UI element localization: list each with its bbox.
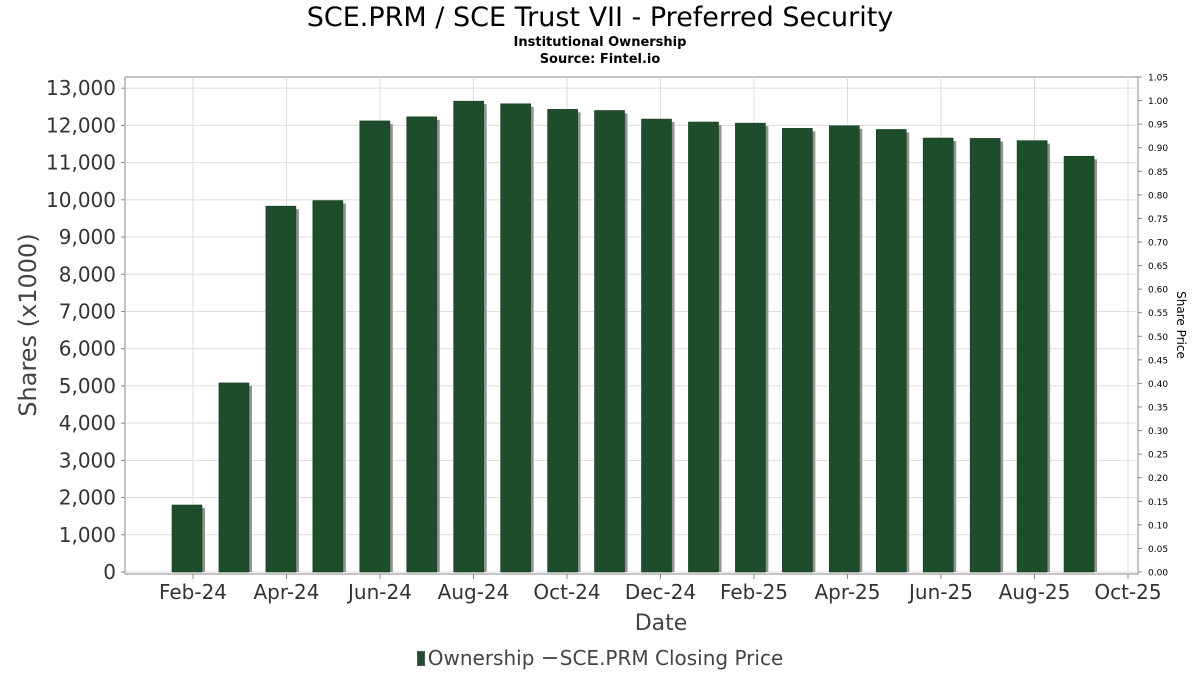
y2-tick-label: 0.25	[1148, 451, 1168, 461]
bar-ownership	[1016, 140, 1048, 573]
y2-tick-label: 0.65	[1148, 262, 1168, 272]
bar-ownership	[782, 128, 813, 573]
x-tick-label: Feb-24	[159, 580, 227, 604]
y2-tick-label: 0.50	[1148, 333, 1168, 343]
bar-ownership	[547, 109, 578, 573]
x-tick-label: Jun-24	[346, 580, 412, 604]
y2-tick-label: 0.70	[1148, 239, 1168, 249]
bar-ownership	[641, 118, 672, 573]
x-tick-label: Feb-25	[720, 580, 788, 604]
y-tick-label: 7,000	[59, 299, 116, 323]
x-tick-label: Apr-24	[254, 580, 320, 604]
chart-source: Source: Fintel.io	[539, 52, 661, 67]
y2-tick-label: 0.05	[1148, 545, 1168, 555]
bar-ownership	[265, 205, 297, 573]
y-tick-label: 8,000	[59, 262, 116, 286]
legend-swatch-ownership	[416, 651, 425, 666]
y2-tick-label: 0.10	[1148, 521, 1168, 531]
x-axis-label: Date	[635, 611, 688, 636]
bar-ownership	[828, 125, 860, 573]
legend-item-ownership: Ownership	[416, 646, 535, 670]
bar-ownership	[688, 121, 719, 573]
bar-ownership	[594, 110, 625, 573]
y2-tick-label: 0.60	[1148, 286, 1168, 296]
y-axis-label: Shares (x1000)	[14, 233, 42, 416]
bar-ownership	[969, 138, 1001, 573]
x-tick-label: Oct-25	[1094, 580, 1161, 604]
y-tick-label: 3,000	[59, 448, 116, 472]
bar-ownership	[171, 504, 203, 573]
bar-ownership	[359, 120, 391, 573]
legend: Ownership SCE.PRM Closing Price	[0, 646, 1200, 670]
y-tick-label: 10,000	[46, 188, 116, 212]
y2-tick-label: 0.80	[1148, 191, 1168, 201]
x-tick-label: Dec-24	[625, 580, 696, 604]
y2-tick-label: 0.20	[1148, 474, 1168, 484]
y-tick-label: 13,000	[46, 76, 116, 100]
legend-swatch-closing-price	[542, 657, 557, 659]
x-tick-label: Aug-24	[438, 580, 510, 604]
y2-tick-label: 0.45	[1148, 356, 1168, 366]
y-tick-label: 11,000	[46, 151, 116, 175]
x-tick-label: Oct-24	[533, 580, 600, 604]
bar-ownership	[875, 129, 907, 573]
chart-title: SCE.PRM / SCE Trust VII - Preferred Secu…	[306, 2, 894, 33]
legend-label-closing-price: SCE.PRM Closing Price	[559, 646, 784, 670]
y2-tick-label: 0.85	[1148, 168, 1168, 178]
bar-ownership	[312, 200, 344, 573]
y2-tick-label: 1.05	[1148, 74, 1168, 84]
y2-tick-label: 0.00	[1148, 569, 1168, 579]
chart-plot: 0 1,000 2,000 3,000 4,000 5,000 6,000 7,000 8,00…	[14, 74, 1188, 637]
y-tick-label: 9,000	[59, 225, 116, 249]
y-tick-label: 6,000	[59, 337, 116, 361]
y-tick-label: 1,000	[59, 523, 116, 547]
y2-tick-label: 0.55	[1148, 309, 1168, 319]
y2-tick-label: 0.90	[1148, 144, 1168, 154]
y2-tick-label: 0.40	[1148, 380, 1168, 390]
y-tick-label: 5,000	[59, 374, 116, 398]
bar-ownership	[453, 100, 485, 573]
y-tick-label: 4,000	[59, 411, 116, 435]
y2-tick-label: 0.95	[1148, 121, 1168, 131]
y2-axis-label: Share Price	[1174, 291, 1188, 359]
bar-ownership	[406, 116, 438, 573]
y2-tick-label: 1.00	[1148, 97, 1168, 107]
y2-tick-label: 0.15	[1148, 498, 1168, 508]
y-tick-label: 2,000	[59, 486, 116, 510]
bar-ownership	[500, 103, 531, 573]
x-tick-label: Aug-25	[999, 580, 1071, 604]
bar-ownership	[735, 122, 766, 573]
x-tick-label: Apr-25	[815, 580, 881, 604]
bar-ownership	[922, 137, 954, 573]
y-tick-label: 0	[103, 560, 116, 584]
y2-tick-label: 0.30	[1148, 427, 1168, 437]
y-tick-label: 12,000	[46, 113, 116, 137]
y2-tick-label: 0.75	[1148, 215, 1168, 225]
y2-tick-label: 0.35	[1148, 404, 1168, 414]
x-tick-label: Jun-25	[907, 580, 973, 604]
bar-ownership	[218, 382, 250, 573]
legend-label-ownership: Ownership	[427, 646, 535, 670]
bar-ownership	[1063, 155, 1095, 573]
legend-item-closing-price: SCE.PRM Closing Price	[542, 646, 784, 670]
chart-subtitle: Institutional Ownership	[513, 35, 687, 50]
